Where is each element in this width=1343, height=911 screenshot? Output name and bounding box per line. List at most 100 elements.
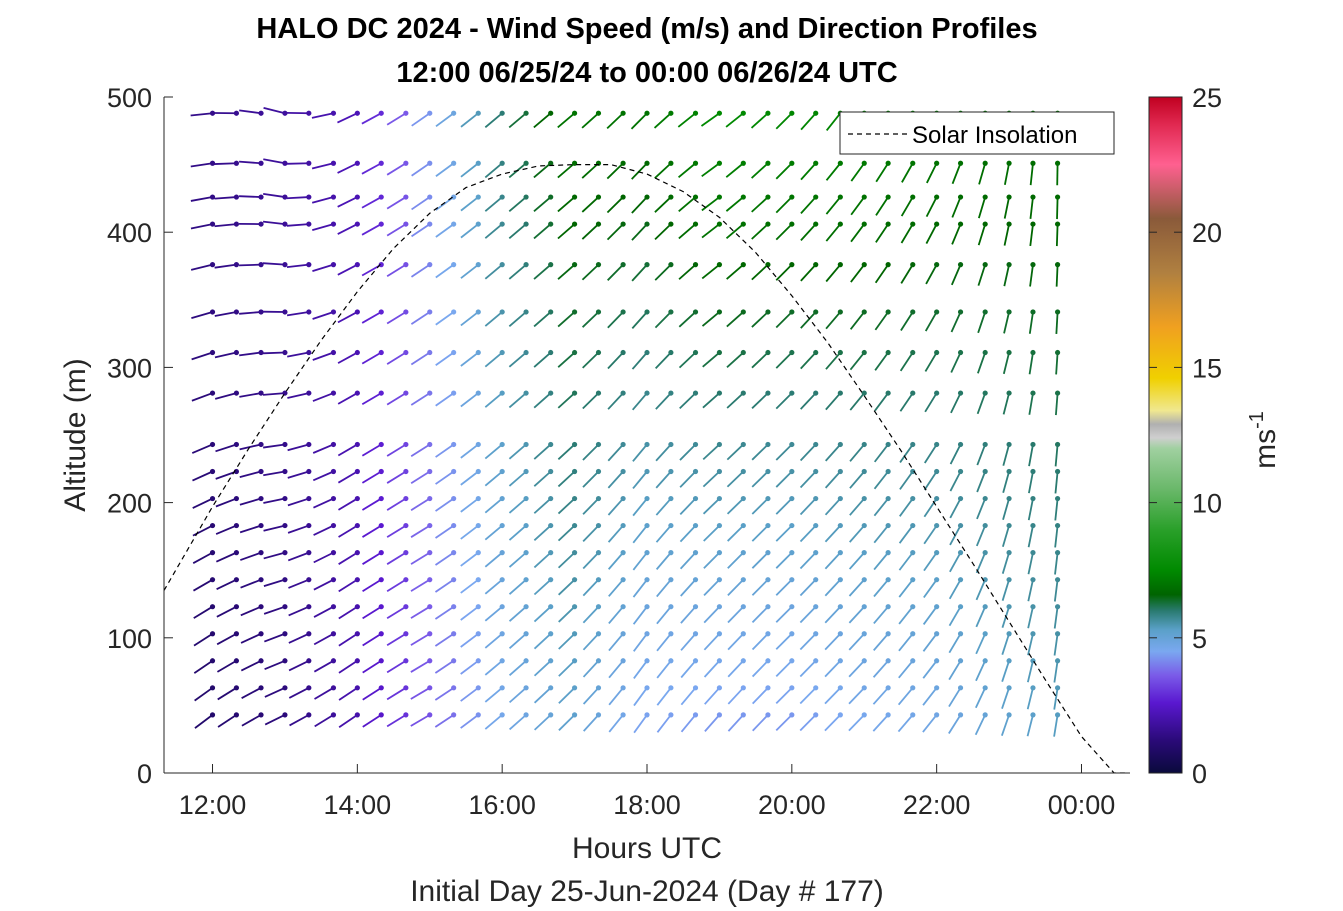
wind-barb-shaft: [678, 351, 697, 369]
wind-barb-shaft: [361, 112, 382, 125]
wind-barb: [581, 262, 602, 281]
wind-barb-shaft: [582, 687, 600, 705]
wind-barb-dot: [1006, 550, 1012, 556]
wind-barb-shaft: [484, 687, 503, 703]
wind-barb: [239, 441, 264, 451]
wind-barb-dot: [427, 604, 433, 610]
wind-barb-dot: [837, 194, 843, 200]
wind-barb-shaft: [849, 311, 865, 330]
wind-barb-dot: [378, 495, 384, 502]
wind-barb-shaft: [557, 311, 576, 328]
wind-barb: [557, 349, 578, 368]
wind-barb: [875, 221, 891, 243]
wind-barb-shaft: [655, 497, 672, 516]
wind-barb-shaft: [533, 660, 552, 677]
wind-barb: [925, 262, 940, 285]
wind-barb-shaft: [1028, 311, 1034, 334]
wind-barb-dot: [451, 390, 457, 396]
legend-label: Solar Insolation: [912, 122, 1077, 149]
wind-barb-dot: [861, 309, 867, 315]
wind-barb: [898, 631, 916, 652]
wind-barbs: [190, 107, 1061, 737]
wind-barb-dot: [620, 262, 626, 268]
wind-barb: [410, 262, 433, 278]
wind-barb: [899, 495, 916, 517]
wind-barb-dot: [282, 468, 288, 475]
wind-barb-shaft: [775, 497, 793, 515]
wind-barb: [875, 194, 891, 216]
wind-barb: [1054, 262, 1061, 287]
wind-barb-dot: [644, 468, 650, 475]
wind-barb-shaft: [607, 264, 624, 281]
wind-barb: [750, 110, 771, 129]
wind-barb-shaft: [410, 524, 431, 538]
wind-barb-shaft: [1029, 264, 1034, 287]
wind-barb: [799, 550, 819, 570]
wind-barb: [727, 712, 746, 732]
wind-barb-dot: [282, 221, 288, 227]
wind-barb-dot: [330, 221, 337, 227]
wind-barb: [582, 658, 602, 678]
wind-barb: [410, 390, 433, 406]
wind-barb: [1054, 390, 1061, 416]
wind-barb-shaft: [702, 470, 721, 488]
wind-barb: [701, 262, 723, 280]
wind-barb-dot: [233, 194, 240, 200]
wind-barb-dot: [306, 194, 312, 200]
wind-barb-dot: [837, 522, 843, 529]
wind-barb-shaft: [312, 223, 334, 231]
wind-barb-dot: [403, 468, 409, 475]
wind-barb-dot: [789, 685, 795, 691]
wind-barb-shaft: [435, 263, 455, 279]
wind-barb: [484, 522, 505, 541]
wind-barb: [263, 604, 288, 615]
wind-barb-dot: [330, 658, 337, 664]
wind-barb-shaft: [727, 714, 744, 732]
wind-barb-dot: [306, 309, 312, 315]
wind-barb-shaft: [214, 351, 237, 359]
wind-barb-dot: [595, 194, 602, 200]
wind-barb-dot: [475, 221, 481, 227]
wind-barb-dot: [282, 495, 288, 502]
wind-barb-shaft: [752, 714, 769, 732]
wind-barb-shaft: [1053, 687, 1059, 710]
wind-barb-shaft: [533, 263, 552, 280]
wind-barb-shaft: [1002, 444, 1010, 466]
wind-barb-dot: [354, 390, 360, 396]
wind-barb: [190, 262, 216, 271]
wind-barb-dot: [934, 631, 940, 637]
wind-barb-dot: [548, 550, 554, 556]
wind-barb: [872, 685, 891, 705]
wind-barb-shaft: [192, 497, 213, 509]
wind-barb: [775, 577, 795, 596]
wind-barb: [948, 631, 964, 654]
wind-barb-shaft: [338, 497, 358, 511]
wind-barb: [680, 631, 699, 651]
wind-barb-shaft: [607, 311, 624, 329]
wind-barb: [631, 194, 650, 214]
wind-barb-dot: [571, 262, 578, 268]
wind-barb-dot: [306, 160, 312, 166]
wind-barb-shaft: [726, 351, 744, 368]
wind-barb-shaft: [1029, 196, 1034, 220]
wind-barb-shaft: [872, 687, 889, 705]
wind-barb-shaft: [410, 392, 431, 406]
wind-barb-shaft: [533, 687, 552, 704]
wind-barb-shaft: [435, 223, 455, 238]
wind-barb-dot: [789, 604, 795, 610]
wind-barb: [386, 577, 409, 592]
wind-barb-shaft: [190, 223, 213, 230]
wind-barb-dot: [692, 712, 699, 718]
wind-barb-shaft: [312, 470, 334, 482]
wind-barb-shaft: [410, 551, 431, 565]
wind-barb: [848, 550, 867, 570]
wind-barb: [1054, 441, 1061, 467]
wind-barb: [508, 685, 529, 704]
wind-barb-dot: [885, 604, 891, 610]
legend: Solar Insolation: [839, 111, 1115, 155]
wind-barb-shaft: [386, 524, 407, 538]
wind-barb: [1002, 349, 1012, 375]
wind-barb-dot: [765, 160, 771, 166]
wind-barb-shaft: [751, 660, 769, 678]
wind-barb-dot: [282, 712, 288, 718]
